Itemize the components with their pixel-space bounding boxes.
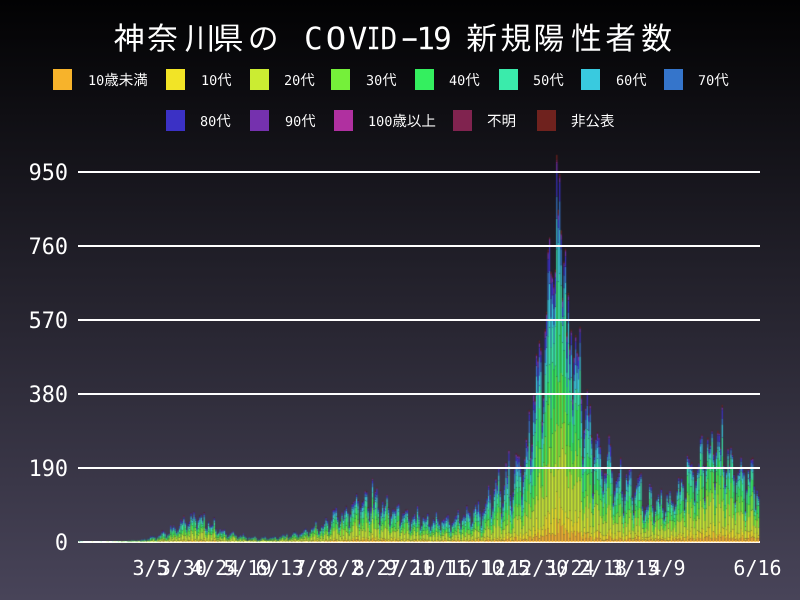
gridline [78,467,760,469]
x-tick-label: 10/16 [411,556,472,580]
x-tick-label: 3/30 [158,556,207,580]
x-tick-label: 8/2 [326,556,363,580]
x-tick-label: 7/8 [293,556,331,580]
x-tick-label: 9/21 [384,556,434,580]
y-tick-label: 760 [28,235,68,261]
x-tick-label: 3/15 [611,556,660,580]
x-tick-label-last: 6/16 [733,556,782,580]
x-tick-label: 12/30 [508,556,569,580]
x-tick-label: 3/5 [132,556,169,580]
y-tick-label: 570 [28,309,68,335]
x-tick-label: 6/13 [255,556,304,580]
gridline [78,171,760,173]
y-tick-label: 190 [28,457,68,483]
x-tick-label: 8/27 [352,556,401,580]
y-tick-label: 950 [28,161,68,187]
x-tick-label: 4/24 [191,556,240,580]
gridline [78,319,760,321]
x-tick-label: 11/10 [443,556,504,580]
x-tick-label: 2/18 [578,556,627,580]
x-tick-label: 4/9 [649,556,686,580]
gridline [78,245,760,247]
gridline [78,393,760,395]
x-tick-label: 5/19 [223,556,272,580]
x-tick-label: 12/5 [481,556,530,580]
y-tick-label: 0 [54,531,68,557]
y-tick-label: 380 [28,383,68,409]
x-tick-label: 1/24 [546,556,595,580]
